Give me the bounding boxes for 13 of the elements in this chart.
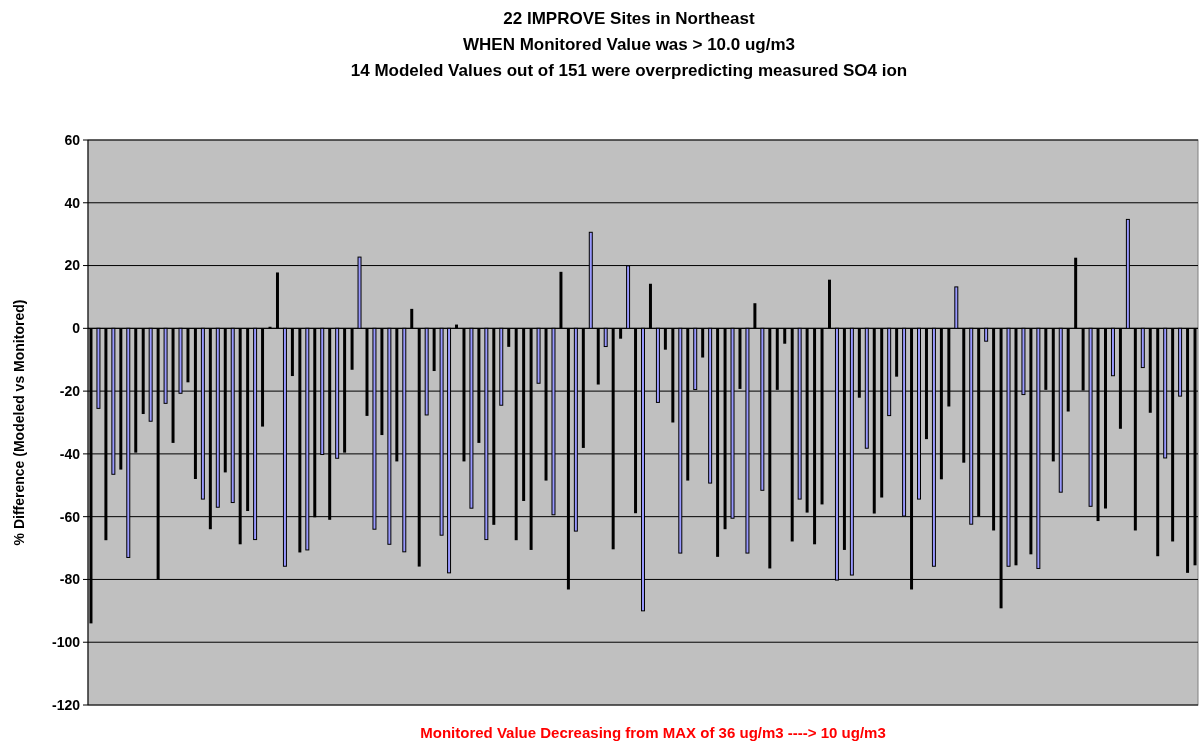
chart-title: 22 IMPROVE Sites in Northeast WHEN Monitored Value was > 10.0 ug/m3 14 Modeled Values out of 151 were overpredicting measured SO4 ion bbox=[350, 9, 908, 80]
y-tick-label: 40 bbox=[64, 194, 81, 211]
y-tick-label: 20 bbox=[64, 257, 81, 274]
y-tick-label: 60 bbox=[64, 131, 81, 148]
y-tick-label: -40 bbox=[59, 445, 81, 462]
y-axis-title: % Difference (Modeled vs Monitored) bbox=[11, 299, 27, 546]
y-tick-label: -60 bbox=[59, 508, 81, 525]
y-tick-label: -80 bbox=[59, 571, 81, 588]
y-tick-label: -100 bbox=[51, 634, 81, 651]
y-tick-label: 0 bbox=[72, 320, 81, 337]
y-tick-label: -20 bbox=[59, 383, 81, 400]
x-axis-title: Monitored Value Decreasing from MAX of 36 ug/m3 ----> 10 ug/m3 bbox=[420, 724, 886, 741]
y-tick-label: -120 bbox=[51, 696, 81, 713]
